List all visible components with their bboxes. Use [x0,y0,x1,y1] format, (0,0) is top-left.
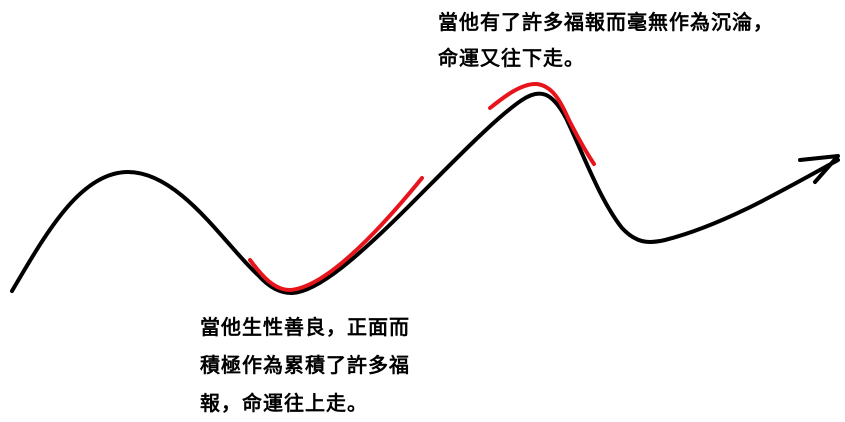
annotation-line: 命運又往下走。 [438,46,585,70]
annotation-line: 當他有了許多福報而毫無作為沉淪， [438,10,774,34]
annotation-line: 積極作為累積了許多福 [200,353,410,377]
annotation-decline: 當他有了許多福報而毫無作為沉淪， 命運又往下走。 [438,4,774,76]
annotation-line: 報，命運往上走。 [200,391,368,415]
annotation-rise: 當他生性善良，正面而 積極作為累積了許多福 報，命運往上走。 [200,308,410,422]
fortune-curve [10,91,840,295]
annotation-line: 當他生性善良，正面而 [200,315,410,339]
peak-highlight [488,81,596,166]
arrow-head-icon [798,154,840,184]
rising-highlight [248,176,424,293]
